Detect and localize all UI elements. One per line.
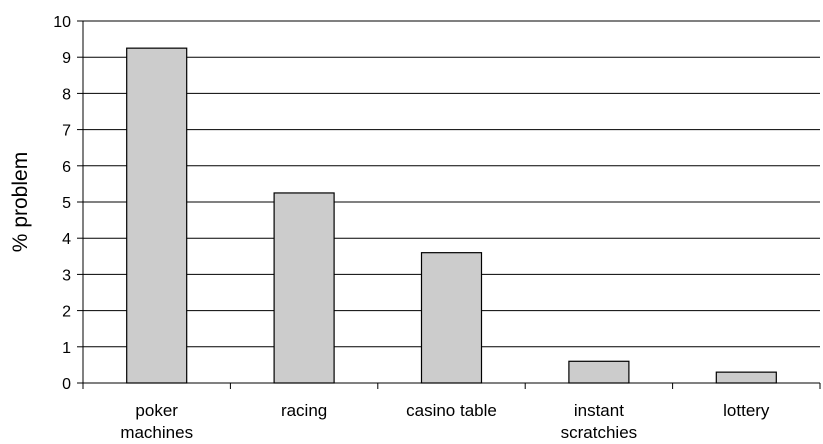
y-tick-label: 6: [62, 159, 71, 176]
x-tick-label: instant: [574, 401, 624, 420]
y-tick-label: 4: [62, 231, 71, 248]
bars: [126, 47, 777, 384]
y-axis: [77, 20, 84, 384]
y-tick-label: 7: [62, 123, 71, 140]
bar: [126, 47, 188, 384]
y-axis-title: % problem: [9, 152, 32, 252]
bar: [568, 360, 630, 384]
x-axis: [82, 382, 821, 389]
y-tick-labels: 0 1 2 3 4 5 6 7 8 9 10: [53, 14, 71, 393]
bar: [273, 192, 335, 384]
y-tick-label: 3: [62, 267, 71, 284]
y-tick-label: 8: [62, 86, 71, 103]
y-tick-label: 0: [62, 376, 71, 393]
gridlines: [83, 20, 820, 348]
x-tick-label: scratchies: [561, 423, 638, 442]
bar: [715, 371, 777, 384]
y-tick-label: 1: [62, 340, 71, 357]
x-tick-label: lottery: [723, 401, 770, 420]
x-tick-label: poker: [135, 401, 178, 420]
y-tick-label: 2: [62, 304, 71, 321]
x-tick-label: casino table: [406, 401, 497, 420]
x-tick-label: racing: [281, 401, 327, 420]
y-tick-label: 5: [62, 195, 71, 212]
y-tick-label: 9: [62, 50, 71, 67]
x-tick-labels: poker machines racing casino table instant sc…: [120, 401, 770, 442]
bar: [420, 252, 483, 384]
x-tick-label: machines: [120, 423, 193, 442]
y-tick-label: 10: [53, 14, 71, 31]
